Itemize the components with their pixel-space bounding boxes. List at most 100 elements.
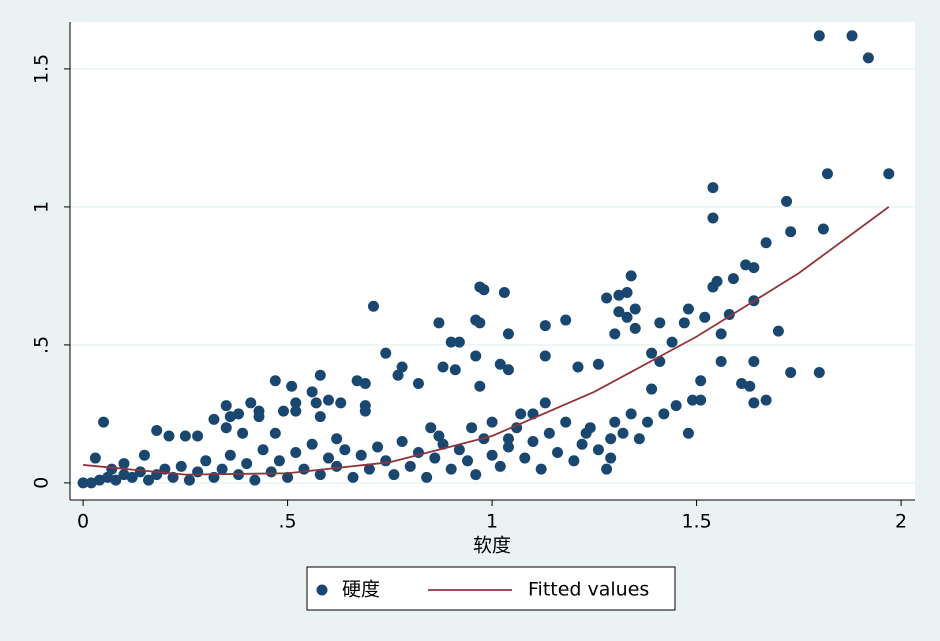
point xyxy=(727,273,739,285)
point xyxy=(245,397,257,409)
point xyxy=(396,435,408,447)
point xyxy=(298,463,310,475)
point xyxy=(682,303,694,315)
point xyxy=(269,375,281,387)
point xyxy=(502,433,514,445)
point xyxy=(678,317,690,329)
point xyxy=(224,449,236,461)
point xyxy=(625,408,637,420)
point xyxy=(331,460,343,472)
point xyxy=(478,284,490,296)
point xyxy=(625,270,637,282)
point xyxy=(89,452,101,464)
point xyxy=(118,458,130,470)
point xyxy=(367,300,379,312)
point xyxy=(466,422,478,434)
point xyxy=(433,430,445,442)
point xyxy=(707,212,719,224)
point xyxy=(396,361,408,373)
grid xyxy=(70,68,915,484)
point xyxy=(286,380,298,392)
point xyxy=(380,347,392,359)
point xyxy=(654,317,666,329)
point xyxy=(220,422,232,434)
point xyxy=(359,405,371,417)
point xyxy=(494,460,506,472)
point xyxy=(241,458,253,470)
point xyxy=(601,292,613,304)
x-axis-label: 软度 xyxy=(473,535,511,557)
point xyxy=(785,366,797,378)
point xyxy=(216,463,228,475)
point xyxy=(539,397,551,409)
x-tick-label: 2 xyxy=(895,511,907,533)
point xyxy=(412,378,424,390)
point xyxy=(470,469,482,481)
point xyxy=(433,317,445,329)
point xyxy=(760,394,772,406)
point xyxy=(785,226,797,238)
point xyxy=(539,320,551,332)
point xyxy=(502,328,514,340)
point xyxy=(208,413,220,425)
point xyxy=(77,477,89,489)
point xyxy=(609,328,621,340)
point xyxy=(224,411,236,423)
point xyxy=(519,452,531,464)
x-tick-label: .5 xyxy=(279,511,297,533)
x-tick-label: 0 xyxy=(77,511,89,533)
point xyxy=(670,400,682,412)
point xyxy=(862,52,874,64)
legend-marker xyxy=(316,584,328,596)
y-tick-label: 1.5 xyxy=(31,54,53,84)
point xyxy=(560,416,572,428)
point xyxy=(445,336,457,348)
point xyxy=(163,430,175,442)
point xyxy=(687,394,699,406)
point xyxy=(707,182,719,194)
point xyxy=(543,427,555,439)
point xyxy=(699,311,711,323)
point xyxy=(494,358,506,370)
fit-line xyxy=(83,206,890,476)
point xyxy=(568,455,580,467)
point xyxy=(748,262,760,274)
point xyxy=(335,397,347,409)
point xyxy=(425,422,437,434)
point xyxy=(331,433,343,445)
point xyxy=(817,223,829,235)
point xyxy=(621,311,633,323)
point xyxy=(372,441,384,453)
point xyxy=(707,281,719,293)
point xyxy=(200,455,212,467)
point xyxy=(572,361,584,373)
point xyxy=(760,237,772,249)
point xyxy=(601,463,613,475)
point xyxy=(106,463,118,475)
point xyxy=(617,427,629,439)
point xyxy=(592,444,604,456)
x-tick-label: 1.5 xyxy=(681,511,711,533)
point xyxy=(609,416,621,428)
point xyxy=(138,449,150,461)
point xyxy=(813,30,825,42)
point xyxy=(126,471,138,483)
point xyxy=(183,474,195,486)
point xyxy=(359,378,371,390)
point xyxy=(265,466,277,478)
point xyxy=(220,400,232,412)
point xyxy=(192,430,204,442)
point xyxy=(781,195,793,207)
point xyxy=(290,397,302,409)
point xyxy=(560,314,572,326)
point xyxy=(772,325,784,337)
point xyxy=(486,416,498,428)
point xyxy=(314,369,326,381)
point xyxy=(813,366,825,378)
point xyxy=(98,416,110,428)
point xyxy=(576,438,588,450)
point xyxy=(282,471,294,483)
point xyxy=(883,168,895,180)
point xyxy=(642,416,654,428)
point xyxy=(633,433,645,445)
